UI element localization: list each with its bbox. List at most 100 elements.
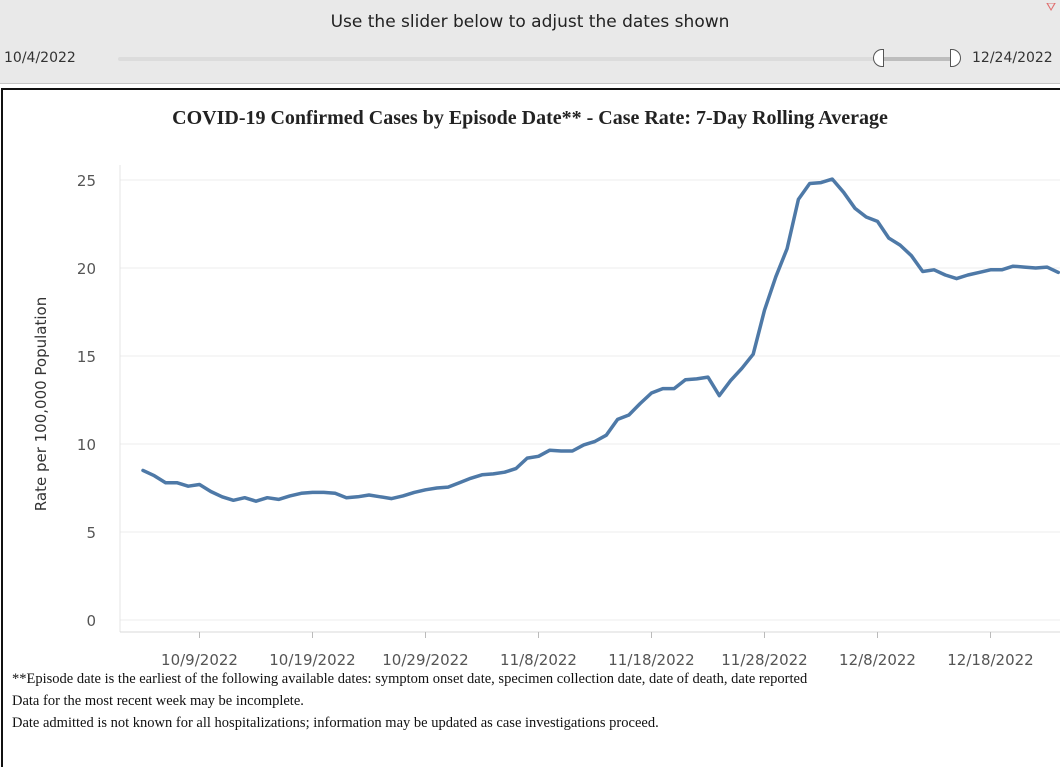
data-point[interactable] bbox=[410, 488, 418, 496]
data-point[interactable] bbox=[930, 266, 938, 274]
data-point[interactable] bbox=[399, 492, 407, 500]
data-point[interactable] bbox=[953, 275, 961, 283]
data-point[interactable] bbox=[602, 431, 610, 439]
data-point[interactable] bbox=[512, 465, 520, 473]
data-point[interactable] bbox=[229, 496, 237, 504]
data-point[interactable] bbox=[840, 188, 848, 196]
data-point[interactable] bbox=[286, 492, 294, 500]
series-line[interactable] bbox=[141, 177, 1060, 503]
data-point[interactable] bbox=[704, 373, 712, 381]
data-point[interactable] bbox=[919, 268, 927, 276]
data-point[interactable] bbox=[591, 437, 599, 445]
data-point[interactable] bbox=[964, 271, 972, 279]
x-tick-label: 10/19/2022 bbox=[269, 651, 355, 669]
slider-start-handle[interactable] bbox=[873, 49, 884, 67]
data-point[interactable] bbox=[354, 493, 362, 501]
data-point[interactable] bbox=[817, 179, 825, 187]
data-point[interactable] bbox=[1009, 262, 1017, 270]
data-point[interactable] bbox=[828, 175, 836, 183]
chart-frame bbox=[1, 88, 1060, 767]
data-point[interactable] bbox=[1032, 264, 1040, 272]
data-point[interactable] bbox=[975, 268, 983, 276]
data-point[interactable] bbox=[885, 234, 893, 242]
data-point[interactable] bbox=[263, 494, 271, 502]
data-point[interactable] bbox=[162, 479, 170, 487]
data-point[interactable] bbox=[761, 306, 769, 314]
data-point[interactable] bbox=[297, 489, 305, 497]
data-point[interactable] bbox=[535, 452, 543, 460]
data-point[interactable] bbox=[580, 441, 588, 449]
data-point[interactable] bbox=[727, 377, 735, 385]
data-point[interactable] bbox=[241, 494, 249, 502]
data-point[interactable] bbox=[139, 466, 147, 474]
data-point[interactable] bbox=[715, 392, 723, 400]
data-point[interactable] bbox=[467, 474, 475, 482]
data-point[interactable] bbox=[342, 494, 350, 502]
data-point[interactable] bbox=[455, 479, 463, 487]
data-point[interactable] bbox=[614, 415, 622, 423]
data-point[interactable] bbox=[625, 411, 633, 419]
data-point[interactable] bbox=[433, 484, 441, 492]
filter-icon[interactable]: ⛛ bbox=[1046, 0, 1057, 14]
date-range-slider-track[interactable] bbox=[118, 57, 961, 61]
y-tick-label: 15 bbox=[77, 348, 96, 366]
data-point[interactable] bbox=[568, 447, 576, 455]
data-point[interactable] bbox=[252, 497, 260, 505]
data-point[interactable] bbox=[987, 266, 995, 274]
data-point[interactable] bbox=[207, 488, 215, 496]
data-point[interactable] bbox=[150, 472, 158, 480]
footnote-date-admitted: Date admitted is not known for all hospi… bbox=[12, 715, 659, 731]
data-point[interactable] bbox=[173, 479, 181, 487]
data-point[interactable] bbox=[941, 271, 949, 279]
footnote-episode-date: **Episode date is the earliest of the fo… bbox=[12, 671, 808, 687]
data-point[interactable] bbox=[196, 481, 204, 489]
data-point[interactable] bbox=[444, 483, 452, 491]
data-point[interactable] bbox=[772, 273, 780, 281]
series-layer bbox=[139, 175, 1060, 505]
data-point[interactable] bbox=[1043, 263, 1051, 271]
data-point[interactable] bbox=[422, 486, 430, 494]
data-point[interactable] bbox=[907, 252, 915, 260]
data-point[interactable] bbox=[648, 389, 656, 397]
data-point[interactable] bbox=[636, 400, 644, 408]
data-point[interactable] bbox=[489, 470, 497, 478]
data-point[interactable] bbox=[388, 495, 396, 503]
data-point[interactable] bbox=[1020, 263, 1028, 271]
data-point[interactable] bbox=[320, 488, 328, 496]
data-point[interactable] bbox=[862, 213, 870, 221]
data-point[interactable] bbox=[523, 454, 531, 462]
x-tick-label: 12/8/2022 bbox=[839, 651, 916, 669]
data-point[interactable] bbox=[331, 489, 339, 497]
date-range-slider-selection bbox=[883, 57, 956, 61]
axes: 0 5 10 15 20 25 10/9/2022 10/19/2022 10/29/2022 1… bbox=[77, 165, 1060, 669]
data-point[interactable] bbox=[783, 245, 791, 253]
y-axis-label: Rate per 100,000 Population bbox=[32, 297, 50, 511]
data-point[interactable] bbox=[184, 482, 192, 490]
data-point[interactable] bbox=[670, 385, 678, 393]
data-point[interactable] bbox=[309, 488, 317, 496]
data-point[interactable] bbox=[659, 385, 667, 393]
data-point[interactable] bbox=[275, 495, 283, 503]
slider-end-date: 12/24/2022 bbox=[972, 50, 1053, 66]
data-point[interactable] bbox=[851, 204, 859, 212]
data-point[interactable] bbox=[478, 471, 486, 479]
x-tick-label: 10/9/2022 bbox=[161, 651, 238, 669]
data-point[interactable] bbox=[874, 217, 882, 225]
data-point[interactable] bbox=[738, 364, 746, 372]
data-point[interactable] bbox=[896, 241, 904, 249]
chart-title: COVID-19 Confirmed Cases by Episode Date… bbox=[172, 107, 888, 129]
data-point[interactable] bbox=[998, 266, 1006, 274]
data-point[interactable] bbox=[501, 468, 509, 476]
data-point[interactable] bbox=[546, 446, 554, 454]
data-point[interactable] bbox=[749, 350, 757, 358]
data-point[interactable] bbox=[557, 447, 565, 455]
data-point[interactable] bbox=[806, 180, 814, 188]
data-point[interactable] bbox=[365, 491, 373, 499]
y-tick-label: 10 bbox=[77, 436, 96, 454]
data-point[interactable] bbox=[376, 493, 384, 501]
data-point[interactable] bbox=[681, 376, 689, 384]
data-point[interactable] bbox=[693, 375, 701, 383]
data-point[interactable] bbox=[794, 195, 802, 203]
data-point[interactable] bbox=[218, 493, 226, 501]
